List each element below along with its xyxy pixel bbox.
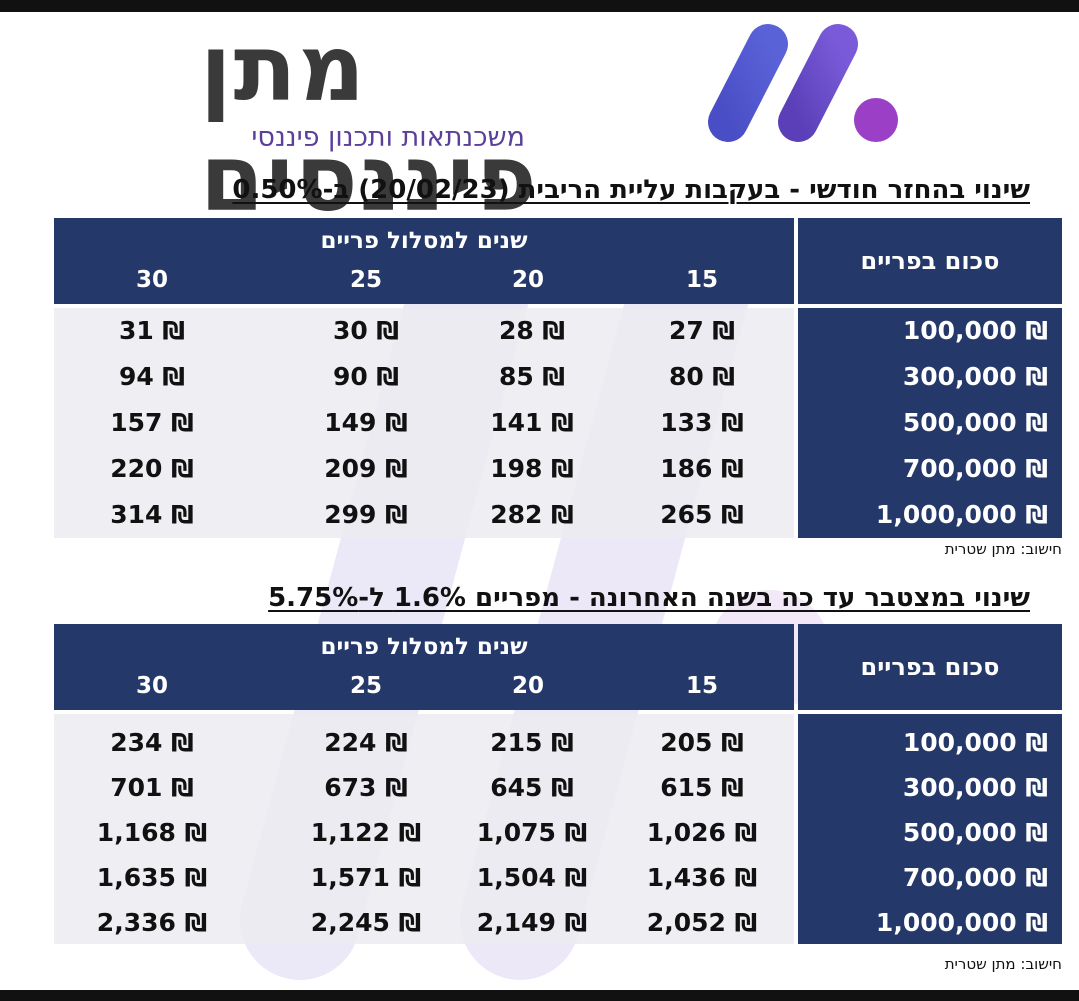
table-cell: 299 ₪ <box>324 500 408 529</box>
table-cell: 645 ₪ <box>490 773 574 802</box>
table-cell: 314 ₪ <box>110 500 194 529</box>
table-cell: 90 ₪ <box>332 362 400 391</box>
bottom-border <box>0 990 1079 1001</box>
table-header: שנים למסלול פריים 15 20 25 30 סכום בפריי… <box>54 624 1062 710</box>
amount-cell: 100,000 ₪ <box>902 728 1048 757</box>
table-cell: 1,504 ₪ <box>476 863 588 892</box>
table-cell: 28 ₪ <box>498 316 566 345</box>
table-cell: 1,635 ₪ <box>96 863 208 892</box>
table-cell: 94 ₪ <box>118 362 186 391</box>
amount-cell: 700,000 ₪ <box>902 454 1048 483</box>
amount-cell: 100,000 ₪ <box>902 316 1048 345</box>
table-cell: 27 ₪ <box>668 316 736 345</box>
table-row: 133 ₪ 141 ₪ 149 ₪ 157 ₪ 500,000 ₪ <box>54 400 1062 446</box>
table-cell: 186 ₪ <box>660 454 744 483</box>
table-cell: 265 ₪ <box>660 500 744 529</box>
table-cell: 205 ₪ <box>660 728 744 757</box>
table-row: 186 ₪ 198 ₪ 209 ₪ 220 ₪ 700,000 ₪ <box>54 446 1062 492</box>
col-header-25: 25 <box>349 673 382 699</box>
amount-cell: 500,000 ₪ <box>902 818 1048 847</box>
table-cell: 1,168 ₪ <box>96 818 208 847</box>
group-header: שנים למסלול פריים <box>320 634 528 660</box>
amount-cell: 1,000,000 ₪ <box>875 908 1048 937</box>
amount-cell: 300,000 ₪ <box>902 773 1048 802</box>
table-row: 27 ₪ 28 ₪ 30 ₪ 31 ₪ 100,000 ₪ <box>54 308 1062 354</box>
table-cell: 1,571 ₪ <box>310 863 422 892</box>
table-cell: 149 ₪ <box>324 408 408 437</box>
table-cell: 198 ₪ <box>490 454 574 483</box>
table-cell: 141 ₪ <box>490 408 574 437</box>
table-2-heading: שינוי במצטבר עד כה בשנה האחרונה - מפריים… <box>268 583 1030 613</box>
table-cell: 157 ₪ <box>110 408 194 437</box>
calculation-note: חישוב: מתן שטרית <box>944 955 1062 973</box>
table-row: 1,436 ₪ 1,504 ₪ 1,571 ₪ 1,635 ₪ 700,000 … <box>54 855 1062 901</box>
calculation-note: חישוב: מתן שטרית <box>944 540 1062 558</box>
top-border <box>0 0 1079 12</box>
col-header-20: 20 <box>511 267 544 293</box>
logo-mark-icon <box>708 24 898 142</box>
table-cell: 209 ₪ <box>324 454 408 483</box>
table-cell: 701 ₪ <box>110 773 194 802</box>
table-cell: 2,336 ₪ <box>96 908 208 937</box>
table-row: 2,052 ₪ 2,149 ₪ 2,245 ₪ 2,336 ₪ 1,000,00… <box>54 900 1062 946</box>
brand-subtitle: משכנתאות ותכנון פיננסי <box>251 122 525 153</box>
table-cell: 1,075 ₪ <box>476 818 588 847</box>
table-cell: 615 ₪ <box>660 773 744 802</box>
col-header-15: 15 <box>685 673 718 699</box>
table-1-heading: שינוי בהחזר חודשי - בעקבות עליית הריבית … <box>232 175 1030 205</box>
table-cell: 2,149 ₪ <box>476 908 588 937</box>
table-row: 80 ₪ 85 ₪ 90 ₪ 94 ₪ 300,000 ₪ <box>54 354 1062 400</box>
col-header-15: 15 <box>685 267 718 293</box>
table-row: 205 ₪ 215 ₪ 224 ₪ 234 ₪ 100,000 ₪ <box>54 720 1062 766</box>
table-cell: 224 ₪ <box>324 728 408 757</box>
col-header-30: 30 <box>135 673 168 699</box>
table-cell: 133 ₪ <box>660 408 744 437</box>
amount-cell: 500,000 ₪ <box>902 408 1048 437</box>
table-cell: 80 ₪ <box>668 362 736 391</box>
table-cell: 220 ₪ <box>110 454 194 483</box>
table-cell: 215 ₪ <box>490 728 574 757</box>
amount-header: סכום בפריים <box>798 624 1062 710</box>
table-cell: 282 ₪ <box>490 500 574 529</box>
table-cell: 2,245 ₪ <box>310 908 422 937</box>
amount-cell: 1,000,000 ₪ <box>875 500 1048 529</box>
table-cell: 1,122 ₪ <box>310 818 422 847</box>
table-cell: 30 ₪ <box>332 316 400 345</box>
table-header: שנים למסלול פריים 15 20 25 30 סכום בפריי… <box>54 218 1062 304</box>
col-header-20: 20 <box>511 673 544 699</box>
table-cell: 2,052 ₪ <box>646 908 758 937</box>
brand-title: מתן פיננסים <box>200 15 539 232</box>
table-row: 1,026 ₪ 1,075 ₪ 1,122 ₪ 1,168 ₪ 500,000 … <box>54 810 1062 856</box>
table-cell: 1,436 ₪ <box>646 863 758 892</box>
amount-cell: 700,000 ₪ <box>902 863 1048 892</box>
group-header: שנים למסלול פריים <box>320 228 528 254</box>
table-cell: 234 ₪ <box>110 728 194 757</box>
table-cell: 1,026 ₪ <box>646 818 758 847</box>
table-cell: 673 ₪ <box>324 773 408 802</box>
table-cell: 31 ₪ <box>118 316 186 345</box>
amount-cell: 300,000 ₪ <box>902 362 1048 391</box>
amount-header: סכום בפריים <box>798 218 1062 304</box>
col-header-25: 25 <box>349 267 382 293</box>
table-row: 615 ₪ 645 ₪ 673 ₪ 701 ₪ 300,000 ₪ <box>54 765 1062 811</box>
table-cell: 85 ₪ <box>498 362 566 391</box>
table-row: 265 ₪ 282 ₪ 299 ₪ 314 ₪ 1,000,000 ₪ <box>54 492 1062 538</box>
col-header-30: 30 <box>135 267 168 293</box>
